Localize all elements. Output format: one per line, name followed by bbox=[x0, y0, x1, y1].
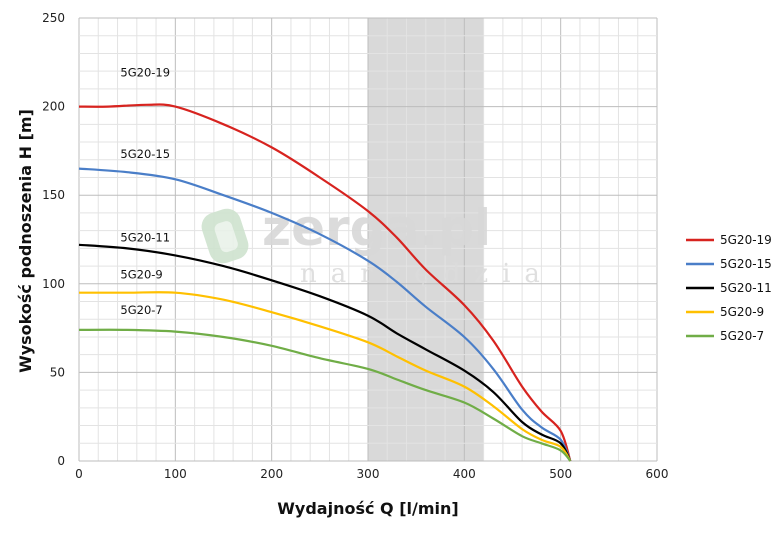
curve-label: 5G20-19 bbox=[120, 65, 170, 79]
legend-label: 5G20-19 bbox=[720, 233, 772, 247]
curve-label: 5G20-15 bbox=[120, 147, 170, 161]
series-line-5g20-7 bbox=[78, 328, 572, 462]
curve-label: 5G20-9 bbox=[120, 267, 162, 281]
watermark: zerga.pl narzędzia bbox=[201, 199, 554, 289]
curve-label-layer: 5G20-19 5G20-15 5G20-11 5G20-9 5G20-7 bbox=[120, 65, 170, 316]
curve-label: 5G20-7 bbox=[120, 303, 162, 317]
y-tick-label: 100 bbox=[42, 277, 65, 291]
series-line-5g20-11 bbox=[78, 243, 572, 462]
legend-label: 5G20-9 bbox=[720, 305, 764, 319]
legend: 5G20-19 5G20-15 5G20-11 5G20-9 5G20-7 bbox=[686, 233, 772, 343]
x-tick-label: 200 bbox=[260, 467, 283, 481]
y-tick-label: 250 bbox=[42, 11, 65, 25]
y-tick-label: 150 bbox=[42, 188, 65, 202]
series-line-5g20-19 bbox=[78, 103, 572, 462]
watermark-logo-icon bbox=[201, 208, 249, 264]
x-axis-title: Wydajność Q [l/min] bbox=[277, 499, 458, 518]
legend-label: 5G20-15 bbox=[720, 257, 772, 271]
x-tick-label: 600 bbox=[646, 467, 669, 481]
axis-layer: 0 100 200 300 400 500 600 0 50 100 150 200 250 bbox=[42, 11, 668, 481]
y-tick-label: 50 bbox=[50, 365, 65, 379]
x-tick-label: 400 bbox=[453, 467, 476, 481]
x-tick-label: 0 bbox=[75, 467, 83, 481]
x-tick-label: 500 bbox=[549, 467, 572, 481]
series-layer bbox=[78, 103, 572, 462]
y-axis-title: Wysokość podnoszenia H [m] bbox=[16, 109, 35, 373]
curve-label: 5G20-11 bbox=[120, 230, 170, 244]
y-tick-label: 200 bbox=[42, 100, 65, 114]
legend-label: 5G20-11 bbox=[720, 281, 772, 295]
watermark-tagline: narzędzia bbox=[300, 259, 554, 289]
x-tick-label: 100 bbox=[164, 467, 187, 481]
series-line-5g20-15 bbox=[78, 167, 572, 462]
watermark-brand: zerga.pl bbox=[262, 199, 491, 257]
legend-label: 5G20-7 bbox=[720, 329, 764, 343]
y-tick-label: 0 bbox=[57, 454, 65, 468]
series-line-5g20-9 bbox=[79, 291, 572, 462]
x-tick-label: 300 bbox=[357, 467, 380, 481]
